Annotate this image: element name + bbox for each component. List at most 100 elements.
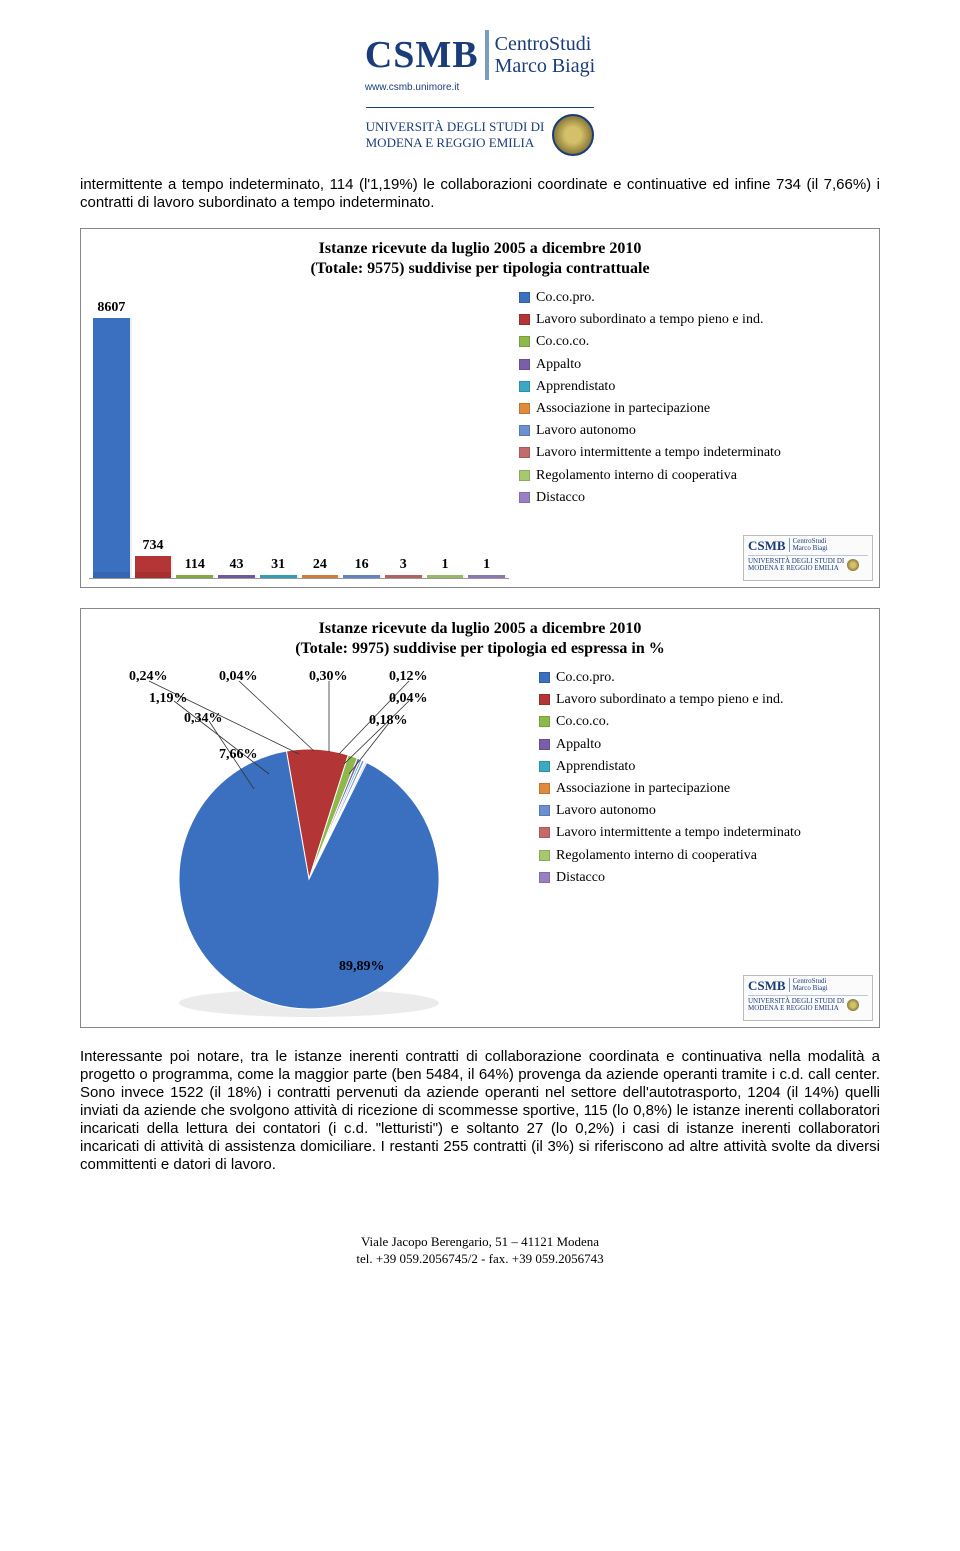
legend-label: Distacco [556,869,605,887]
legend-label: Associazione in partecipazione [536,400,710,418]
paragraph-analysis: Interessante poi notare, tra le istanze … [80,1048,880,1174]
legend-swatch-icon [519,492,530,503]
bar-value-label: 3 [400,557,407,573]
uni-line2: MODENA E REGGIO EMILIA [366,135,545,151]
bar-rect [427,575,464,578]
pie-callout-label: 0,18% [369,713,408,729]
legend-item: Regolamento interno di cooperativa [519,467,871,485]
csmb-sub-line1: CentroStudi [495,33,596,55]
bar-item: 31 [260,289,297,578]
csmb-top: CSMB CentroStudi Marco Biagi [365,30,595,80]
mini-sub: CentroStudi Marco Biagi [793,978,828,993]
bar-value-label: 8607 [97,300,125,316]
legend-swatch-icon [519,403,530,414]
logo-divider [485,30,489,80]
bar-rect [385,575,422,578]
legend-item: Appalto [539,736,871,754]
bar-rect [176,575,213,578]
legend-label: Apprendistato [556,758,635,776]
legend-swatch-icon [539,716,550,727]
pie-callout-label: 0,04% [389,691,428,707]
bar-item: 24 [302,289,339,578]
legend-swatch-icon [539,850,550,861]
pie-callout-label: 0,24% [129,669,168,685]
legend-swatch-icon [539,827,550,838]
pie-callout-label: 0,04% [219,669,258,685]
bar-item: 43 [218,289,255,578]
legend-item: Co.co.co. [519,333,871,351]
legend-item: Distacco [539,869,871,887]
bar-item: 16 [343,289,380,578]
bar-value-label: 31 [271,557,285,573]
csmb-url: www.csmb.unimore.it [365,82,459,93]
footer-phone: tel. +39 059.2056745/2 - fax. +39 059.20… [80,1251,880,1268]
legend-label: Co.co.pro. [536,289,595,307]
legend-item: Co.co.pro. [519,289,871,307]
bar-value-label: 43 [229,557,243,573]
mini-bar-icon [789,538,790,552]
bar-item: 3 [385,289,422,578]
bar-item: 114 [176,289,213,578]
university-seal-icon [552,114,594,156]
legend-swatch-icon [519,292,530,303]
pie-callout-label: 0,34% [184,711,223,727]
pie-svg [89,669,529,1019]
mini-seal-icon [847,999,859,1011]
bar-rect [302,575,339,578]
legend-item: Apprendistato [519,378,871,396]
watermark-logo: CSMB CentroStudi Marco Biagi UNIVERSITÀ … [743,535,873,581]
page: CSMB CentroStudi Marco Biagi www.csmb.un… [0,0,960,1288]
pie-callout-label: 0,12% [389,669,428,685]
bar-title-l1: Istanze ricevute da luglio 2005 a dicemb… [89,239,871,259]
bar-value-label: 16 [355,557,369,573]
footer-address: Viale Jacopo Berengario, 51 – 41121 Mode… [80,1234,880,1251]
mini-uni: UNIVERSITÀ DEGLI STUDI DI MODENA E REGGI… [748,998,844,1013]
bar-rect [218,575,255,578]
bar-plot: 860773411443312416311 [89,289,509,579]
legend-label: Lavoro autonomo [556,802,656,820]
legend-swatch-icon [539,805,550,816]
pie-plot-area: 0,24%0,04%0,30%0,12%1,19%0,04%0,34%0,18%… [89,669,529,1019]
bar-rect [135,556,172,578]
legend-item: Lavoro autonomo [519,422,871,440]
legend-label: Regolamento interno di cooperativa [536,467,737,485]
legend-label: Co.co.pro. [556,669,615,687]
page-footer: Viale Jacopo Berengario, 51 – 41121 Mode… [80,1234,880,1268]
legend-item: Lavoro autonomo [539,802,871,820]
legend-label: Distacco [536,489,585,507]
legend-label: Lavoro intermittente a tempo indetermina… [536,444,781,462]
bar-value-label: 114 [185,557,205,573]
legend-item: Lavoro intermittente a tempo indetermina… [539,824,871,842]
paragraph-intro: intermittente a tempo indeterminato, 114… [80,176,880,212]
bar-rect [343,575,380,578]
legend-swatch-icon [519,425,530,436]
legend-label: Appalto [536,356,581,374]
csmb-logo: CSMB CentroStudi Marco Biagi www.csmb.un… [365,30,595,93]
csmb-subtitle: CentroStudi Marco Biagi [495,33,596,77]
legend-swatch-icon [519,470,530,481]
csmb-sub-line2: Marco Biagi [495,55,596,77]
bar-item: 1 [427,289,464,578]
bar-rect [468,575,505,578]
bar-rect [260,575,297,578]
legend-item: Lavoro subordinato a tempo pieno e ind. [539,691,871,709]
legend-label: Associazione in partecipazione [556,780,730,798]
logo-row: CSMB CentroStudi Marco Biagi www.csmb.un… [365,30,595,93]
legend-swatch-icon [519,314,530,325]
bar-plot-area: 860773411443312416311 [89,289,509,579]
legend-label: Regolamento interno di cooperativa [556,847,757,865]
leader-line [239,681,314,751]
legend-swatch-icon [519,381,530,392]
legend-label: Co.co.co. [536,333,589,351]
uni-line1: UNIVERSITÀ DEGLI STUDI DI [366,119,545,135]
mini-uni: UNIVERSITÀ DEGLI STUDI DI MODENA E REGGI… [748,558,844,573]
university-text: UNIVERSITÀ DEGLI STUDI DI MODENA E REGGI… [366,119,545,150]
bar-chart-title: Istanze ricevute da luglio 2005 a dicemb… [89,239,871,279]
legend-item: Lavoro subordinato a tempo pieno e ind. [519,311,871,329]
mini-bar-icon [789,978,790,992]
legend-item: Lavoro intermittente a tempo indetermina… [519,444,871,462]
legend-swatch-icon [539,694,550,705]
legend-label: Lavoro autonomo [536,422,636,440]
pie-plot: 0,24%0,04%0,30%0,12%1,19%0,04%0,34%0,18%… [89,669,529,1019]
legend-label: Lavoro subordinato a tempo pieno e ind. [556,691,783,709]
